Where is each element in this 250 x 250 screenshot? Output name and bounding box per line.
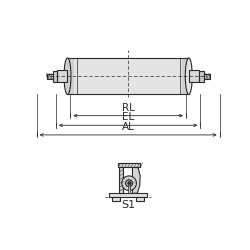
Ellipse shape [64, 58, 71, 94]
Bar [199, 71, 203, 82]
Bar [136, 198, 144, 201]
Bar [128, 181, 130, 193]
Bar [112, 198, 120, 201]
Bar [119, 166, 123, 193]
Bar [57, 70, 68, 82]
Bar [182, 58, 189, 94]
Text: S1: S1 [121, 200, 135, 210]
Polygon shape [132, 165, 140, 193]
Text: AL: AL [122, 122, 134, 132]
Bar [68, 58, 189, 94]
Text: RL: RL [122, 103, 134, 113]
Bar [118, 163, 140, 167]
Circle shape [126, 180, 132, 187]
Bar [189, 70, 199, 82]
Circle shape [122, 176, 136, 190]
Bar [53, 71, 57, 82]
Bar [204, 74, 210, 79]
Bar [68, 58, 74, 94]
Bar [109, 193, 148, 198]
Text: EL: EL [122, 112, 134, 122]
Ellipse shape [185, 58, 192, 94]
Bar [46, 74, 53, 79]
Bar [68, 58, 189, 94]
